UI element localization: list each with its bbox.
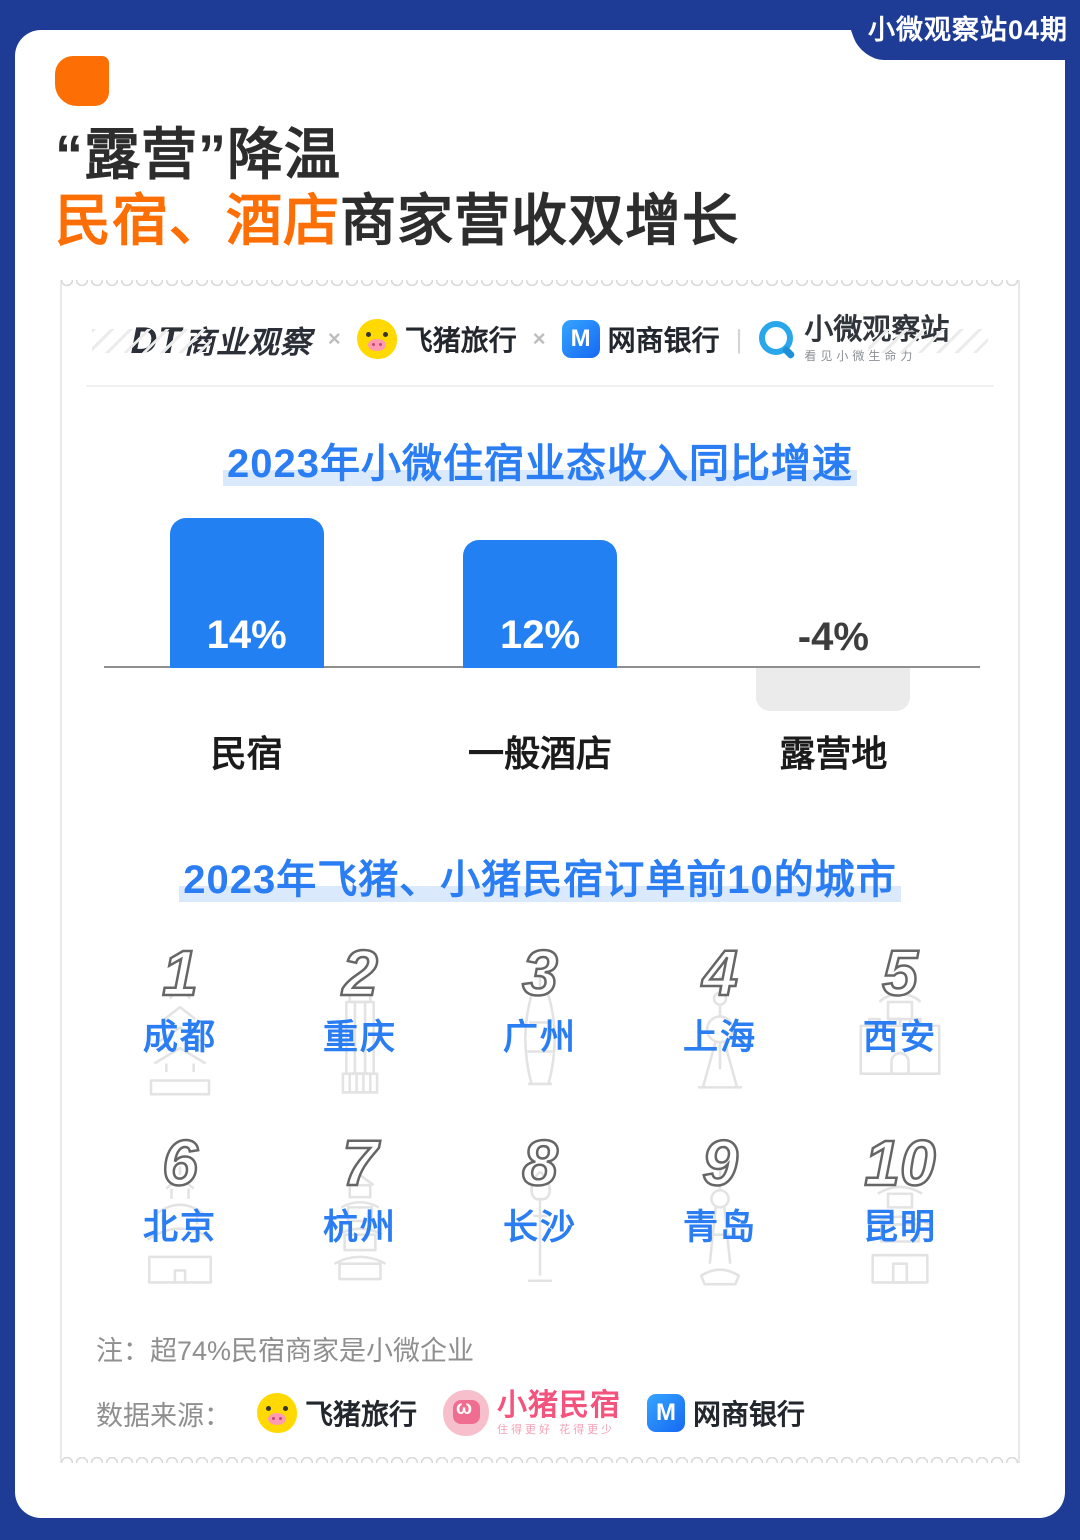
chengdu-landmark-icon [149,976,211,1096]
bar-camping [756,668,911,712]
title-line-1: “露营”降温 [55,123,341,186]
rank-number: 6 [161,1127,199,1200]
city-item-shanghai: 4 上海 [630,931,810,1105]
city-item-beijing: 6 北京 [90,1121,270,1295]
title-line-2-highlight: 民宿、酒店 [55,189,340,253]
bar-value-label: -4% [797,615,869,660]
mybank-logo-footer: M 网商银行 [647,1393,805,1433]
guangzhou-landmark-icon [524,976,556,1086]
hatch-right-decoration [868,329,988,354]
divider-line [86,385,994,388]
qingdao-landmark-icon [699,1164,741,1286]
chart-column-camping: -4% 露营地 [687,503,980,803]
fliggy-pig-icon [257,1393,297,1434]
source-label: 数据来源： [96,1400,231,1431]
hatch-left-decoration [92,329,212,354]
city-name: 杭州 [322,1208,397,1248]
city-item-xian: 5 西安 [810,931,990,1105]
chart-column-hotel: 12% 一般酒店 [393,503,686,803]
city-item-chengdu: 1 成都 [90,931,270,1105]
bar-value-label: 14% [206,613,287,658]
city-name: 广州 [502,1018,577,1058]
city-name: 西安 [862,1018,937,1058]
cross-separator: × [327,326,341,352]
city-name: 昆明 [862,1208,937,1248]
bar-value-label: 12% [499,613,581,658]
bar-category-label: 露营地 [779,733,888,775]
ticket-card: DT商业观察 × 飞猪旅行 × M 网商银行 | 小微观察站 看见小微生命力 2 [60,280,1020,1464]
xiaozhu-logo: 小猪民宿 住得更好 花得更少 [443,1390,621,1437]
mybank-m-icon: M [647,1394,686,1433]
city-name: 青岛 [682,1208,757,1248]
city-name: 长沙 [502,1208,577,1248]
title-line-2-rest: 商家营收双增长 [340,189,739,253]
bar-hotel: 12% [462,540,617,669]
brand-orange-mark [55,56,109,106]
bar-minsu: 14% [169,518,324,669]
chart-title: 2023年小微住宿业态收入同比增速 [62,431,1018,489]
rank-number: 10 [863,1127,937,1200]
rank-number: 7 [341,1127,379,1200]
city-name: 重庆 [322,1018,397,1058]
rank-number: 5 [881,937,919,1010]
fliggy-pig-icon [356,319,397,360]
city-ranking-grid: 1 成都 2 重庆 3 广州 [90,931,990,1295]
city-item-chongqing: 2 重庆 [270,931,450,1105]
pipe-separator: | [735,323,743,354]
city-item-hangzhou: 7 杭州 [270,1121,450,1295]
ranking-title: 2023年飞猪、小猪民宿订单前10的城市 [62,847,1018,905]
page-title: “露营”降温 民宿、酒店商家营收双增长 [55,122,1065,254]
bar-chart: 14% 民宿 12% 一般酒店 -4% 露营地 [100,503,980,803]
poster-page: “露营”降温 民宿、酒店商家营收双增长 DT商业观察 × 飞猪旅行 × M 网商… [15,30,1065,1518]
issue-badge-label: 小微观察站04期 [867,15,1069,45]
changsha-landmark-icon [528,1170,552,1283]
rank-number: 2 [341,937,379,1010]
city-item-changsha: 8 长沙 [450,1121,630,1295]
cross-separator: × [532,326,546,352]
issue-badge: 小微观察站04期 [830,0,1080,60]
shanghai-landmark-icon [697,976,743,1089]
city-item-kunming: 10 昆明 [810,1121,990,1295]
rank-number: 4 [701,937,739,1010]
city-item-qingdao: 9 青岛 [630,1121,810,1295]
city-item-guangzhou: 3 广州 [450,931,630,1105]
rank-number: 1 [161,937,199,1010]
mybank-logo: M 网商银行 [561,319,720,359]
bar-category-label: 一般酒店 [467,733,612,775]
fliggy-logo: 飞猪旅行 [356,319,517,360]
fliggy-logo-footer: 飞猪旅行 [257,1393,417,1434]
data-sources-row: 数据来源： 飞猪旅行 小猪民宿 住得更好 花得更少 M 网商银行 [96,1390,1018,1437]
bar-category-label: 民宿 [210,733,283,775]
perforation-bottom [60,1450,1020,1464]
partner-logos-row: DT商业观察 × 飞猪旅行 × M 网商银行 | 小微观察站 看见小微生命力 [62,309,1018,369]
rank-number: 9 [701,1127,739,1200]
xiaozhu-pig-icon [443,1390,490,1437]
mybank-m-icon: M [561,320,600,359]
chongqing-landmark-icon [341,992,379,1094]
beijing-landmark-icon [146,1166,214,1284]
magnifier-icon [758,320,796,358]
chart-column-minsu: 14% 民宿 [100,503,393,803]
city-name: 北京 [142,1208,217,1248]
hangzhou-landmark-icon [333,1164,387,1281]
rank-number: 8 [521,1127,559,1200]
header: “露营”降温 民宿、酒店商家营收双增长 [15,30,1065,254]
rank-number: 3 [521,937,559,1010]
city-name: 上海 [682,1018,757,1058]
perforation-top [60,280,1020,294]
kunming-landmark-icon [870,1185,930,1284]
xian-landmark-icon [859,993,941,1076]
footnote: 注：超74%民宿商家是小微企业 [96,1336,475,1367]
city-name: 成都 [142,1018,217,1058]
